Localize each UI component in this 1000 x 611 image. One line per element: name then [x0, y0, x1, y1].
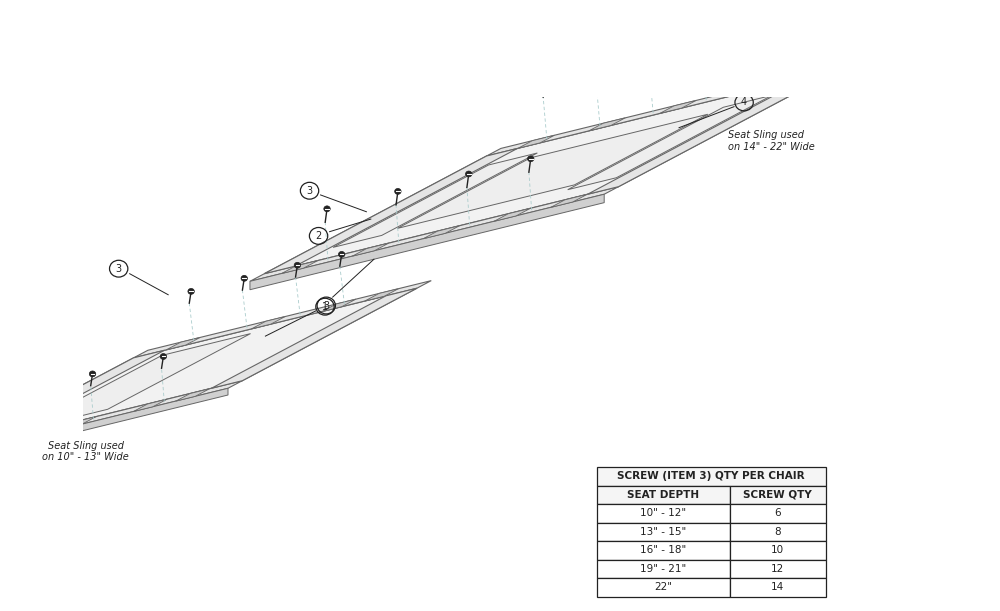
Bar [597, 504, 730, 522]
Text: 8: 8 [774, 527, 781, 537]
Polygon shape [487, 61, 855, 156]
Circle shape [528, 156, 534, 162]
Circle shape [754, 29, 761, 34]
Polygon shape [397, 114, 708, 229]
Polygon shape [264, 69, 841, 274]
Circle shape [89, 371, 96, 377]
Text: 12: 12 [771, 564, 784, 574]
Circle shape [648, 54, 654, 60]
Text: Seat Sling used
on 10" - 13" Wide: Seat Sling used on 10" - 13" Wide [42, 441, 129, 463]
Polygon shape [250, 187, 618, 281]
Text: 14: 14 [771, 582, 784, 593]
Circle shape [595, 68, 601, 73]
Polygon shape [365, 288, 398, 301]
Polygon shape [264, 148, 518, 274]
Bar [730, 522, 826, 541]
Bar [597, 578, 730, 597]
Text: SCREW QTY: SCREW QTY [743, 490, 812, 500]
Polygon shape [166, 337, 200, 349]
Text: 10" - 12": 10" - 12" [640, 508, 686, 519]
Text: 16" - 18": 16" - 18" [640, 546, 686, 555]
Polygon shape [0, 437, 11, 450]
Circle shape [241, 276, 247, 281]
Text: SCREW (ITEM 3) QTY PER CHAIR: SCREW (ITEM 3) QTY PER CHAIR [617, 472, 805, 481]
Polygon shape [787, 69, 824, 82]
Bar [730, 541, 826, 560]
Bar [597, 467, 826, 486]
Circle shape [160, 354, 167, 359]
Circle shape [294, 262, 301, 268]
Bar [597, 560, 730, 578]
Circle shape [324, 206, 330, 212]
Text: 3: 3 [116, 264, 122, 274]
Text: 22": 22" [654, 582, 672, 593]
Polygon shape [731, 83, 767, 96]
Text: 4: 4 [741, 98, 747, 108]
Bar [730, 486, 826, 504]
Circle shape [188, 288, 194, 295]
Circle shape [466, 171, 472, 177]
Polygon shape [19, 334, 251, 431]
Polygon shape [660, 100, 696, 114]
Bar [730, 578, 826, 597]
Circle shape [542, 81, 548, 87]
Polygon shape [134, 280, 431, 358]
Polygon shape [322, 299, 356, 312]
Polygon shape [551, 194, 587, 207]
Polygon shape [333, 153, 537, 247]
Polygon shape [352, 243, 389, 256]
Text: 3: 3 [323, 301, 329, 310]
Polygon shape [62, 417, 96, 429]
Polygon shape [0, 388, 228, 464]
Polygon shape [251, 316, 285, 329]
Polygon shape [176, 389, 210, 401]
Text: 13" - 15": 13" - 15" [640, 527, 686, 537]
Bar [597, 522, 730, 541]
Polygon shape [568, 95, 772, 189]
Text: 2: 2 [315, 231, 322, 241]
Text: 6: 6 [774, 508, 781, 519]
Polygon shape [0, 288, 417, 450]
Bar [730, 504, 826, 522]
Polygon shape [518, 135, 554, 148]
Polygon shape [133, 399, 167, 412]
Bar [730, 560, 826, 578]
Text: 19" - 21": 19" - 21" [640, 564, 686, 574]
Polygon shape [589, 118, 625, 131]
Polygon shape [0, 381, 242, 458]
Circle shape [701, 42, 708, 48]
Text: 1: 1 [322, 302, 328, 312]
Bar [597, 541, 730, 560]
Polygon shape [494, 208, 530, 221]
Text: SEAT DEPTH: SEAT DEPTH [627, 490, 699, 500]
Circle shape [18, 389, 25, 394]
Text: Seat Sling used
on 14" - 22" Wide: Seat Sling used on 14" - 22" Wide [728, 130, 815, 152]
Polygon shape [587, 69, 841, 194]
Text: 3: 3 [306, 186, 313, 196]
Polygon shape [211, 288, 417, 389]
Polygon shape [281, 260, 318, 274]
Bar [597, 486, 730, 504]
Text: 3: 3 [823, 0, 829, 1]
Polygon shape [250, 194, 604, 290]
Circle shape [395, 188, 401, 194]
Text: 10: 10 [771, 546, 784, 555]
Polygon shape [0, 350, 165, 450]
Circle shape [338, 252, 345, 257]
Polygon shape [423, 225, 460, 239]
